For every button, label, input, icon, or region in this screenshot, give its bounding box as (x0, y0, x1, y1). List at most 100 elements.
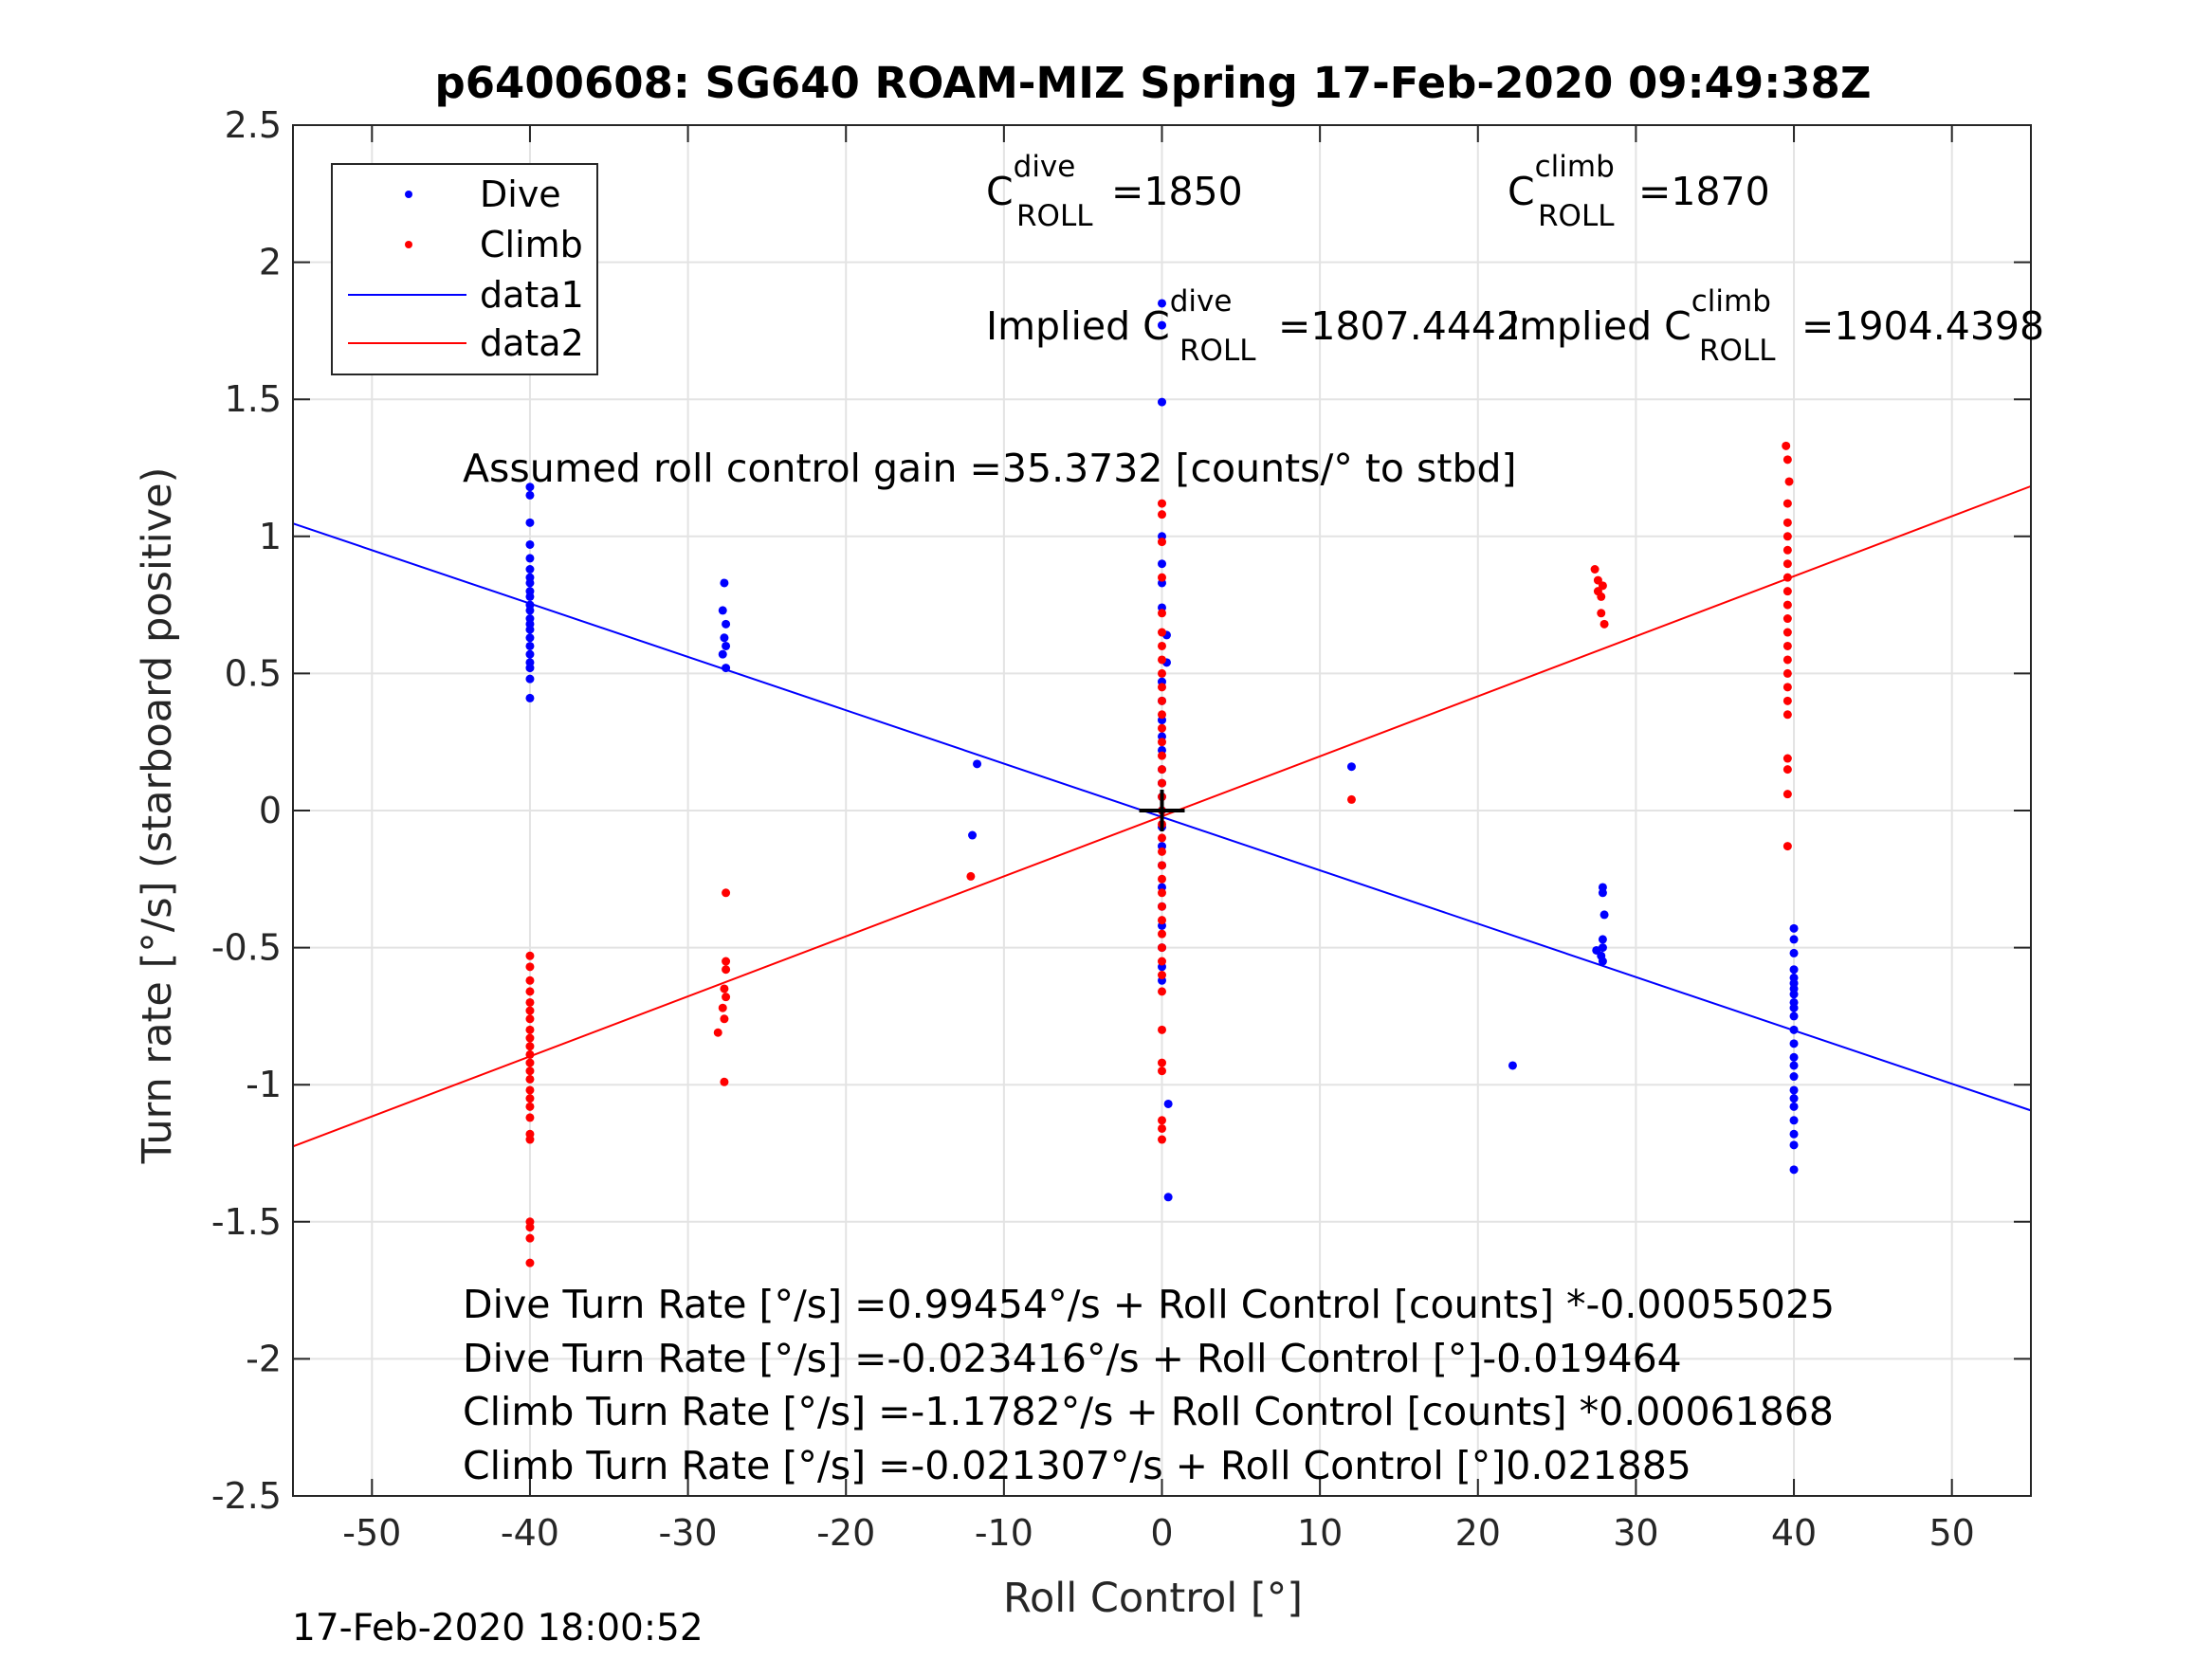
dive-point (525, 490, 535, 500)
c-roll-climb-annotation: Cclimb ROLL=1870 (1508, 150, 1770, 233)
climb-point (1158, 696, 1166, 705)
climb-point (720, 1077, 729, 1086)
legend-box (331, 163, 598, 375)
dive-point (525, 554, 535, 563)
climb-point (1782, 499, 1792, 508)
dive-point (525, 674, 535, 684)
climb-point (1158, 655, 1166, 665)
dive-point (525, 565, 535, 574)
climb-point (1782, 790, 1792, 799)
dive-point (1789, 935, 1799, 944)
climb-point (1158, 668, 1166, 678)
legend-dive-marker (405, 191, 412, 198)
dive-point (1598, 957, 1607, 966)
legend-climb-label: Climb (480, 224, 583, 265)
y-tick-label: 0 (259, 790, 282, 831)
climb-point (525, 1049, 535, 1059)
y-axis-label: Turn rate [°/s] (starboard positive) (134, 467, 181, 1165)
dive-point (718, 649, 727, 659)
climb-point (1782, 710, 1792, 720)
climb-point (713, 1028, 722, 1037)
climb-point (1158, 1123, 1166, 1133)
climb-point (525, 1033, 535, 1043)
x-tick-label: -20 (816, 1512, 875, 1554)
climb-point (1158, 778, 1166, 788)
dive-point (1789, 990, 1799, 999)
climb-point (1158, 929, 1166, 939)
dive-point (525, 649, 535, 659)
print-timestamp: 17-Feb-2020 18:00:52 (292, 1607, 704, 1650)
climb-point (1782, 696, 1792, 705)
legend-climb-marker (405, 241, 412, 248)
dive-point (1600, 910, 1609, 920)
climb-point (1782, 545, 1792, 555)
dive-point (1789, 1102, 1799, 1111)
roll-gain-annotation: Assumed roll control gain =35.3732 [coun… (463, 446, 1517, 491)
y-tick-label: -0.5 (211, 927, 282, 969)
climb-point (525, 1042, 535, 1051)
climb-point (1158, 573, 1166, 582)
legend-data1-label: data1 (480, 274, 584, 316)
climb-point (1597, 592, 1606, 601)
dive-point (1158, 299, 1166, 308)
climb-point (525, 1025, 535, 1034)
x-tick-label: 40 (1771, 1512, 1817, 1554)
dive-point (525, 664, 535, 673)
dive-point (1158, 559, 1166, 569)
dive-point (722, 664, 731, 673)
climb-point (718, 1003, 727, 1012)
y-tick-label: 2.5 (225, 104, 282, 146)
x-tick-label: 30 (1613, 1512, 1658, 1554)
climb-point (722, 965, 731, 975)
climb-point (1158, 1025, 1166, 1034)
climb-point (1782, 628, 1792, 637)
climb-point (1600, 619, 1609, 629)
climb-point (525, 1223, 535, 1232)
dive-point (525, 592, 535, 601)
legend: Dive Climb data1 data2 (331, 163, 598, 375)
dive-point (1158, 320, 1166, 330)
climb-point (1158, 902, 1166, 911)
climb-point (1158, 510, 1166, 520)
y-tick-labels: 2.5 2 1.5 1 0.5 0 -0.5 -1 -1.5 -2 -2.5 (211, 104, 282, 1517)
climb-point (525, 997, 535, 1007)
climb-point (1158, 628, 1166, 637)
axes-box (292, 124, 2032, 1497)
climb-point (525, 1135, 535, 1144)
climb-point (525, 1113, 535, 1122)
climb-point (1158, 833, 1166, 843)
climb-point (525, 1014, 535, 1024)
climb-point (1158, 710, 1166, 720)
dive-point (973, 759, 982, 769)
climb-point (1158, 1058, 1166, 1067)
dive-point (1508, 1061, 1517, 1070)
dive-point (525, 633, 535, 643)
climb-point (1158, 874, 1166, 884)
x-tick-label: 50 (1929, 1512, 1975, 1554)
climb-point (525, 975, 535, 985)
climb-point (1158, 765, 1166, 775)
y-tick-label: -1.5 (211, 1201, 282, 1243)
climb-point (525, 1074, 535, 1084)
x-tick-label: -10 (975, 1512, 1033, 1554)
climb-point (1782, 600, 1792, 610)
climb-point (1782, 668, 1792, 678)
equation-climb-counts: Climb Turn Rate [°/s] =-1.1782°/s + Roll… (463, 1389, 1834, 1434)
dive-point (722, 619, 731, 629)
dive-point (1789, 1129, 1799, 1139)
climb-point (1590, 565, 1600, 574)
climb-point (1782, 683, 1792, 692)
dive-point (1789, 1140, 1799, 1150)
climb-point (1782, 754, 1792, 763)
climb-point (1782, 573, 1792, 582)
climb-point (1158, 916, 1166, 925)
dive-point (1789, 1061, 1799, 1070)
climb-point (1782, 441, 1791, 450)
dive-point (1158, 397, 1166, 407)
dive-point (1598, 888, 1607, 898)
x-axis-label: Roll Control [°] (1003, 1575, 1303, 1622)
climb-point (1158, 987, 1166, 996)
climb-point (1782, 587, 1792, 596)
dive-point (1789, 1072, 1799, 1082)
x-tick-label: 0 (1150, 1512, 1173, 1554)
